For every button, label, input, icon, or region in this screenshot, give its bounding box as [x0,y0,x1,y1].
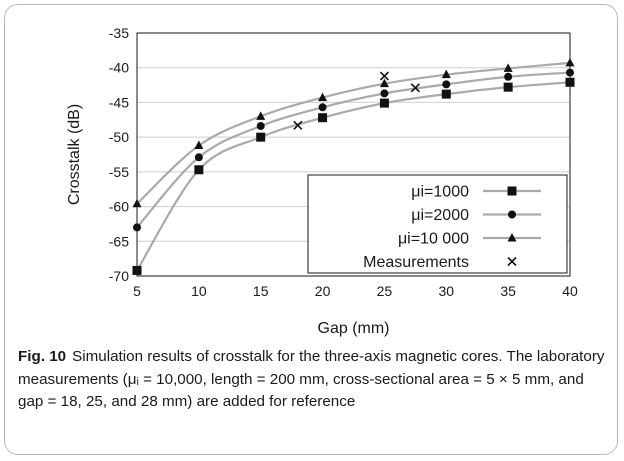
data-point [441,89,451,99]
legend-marker [507,233,517,242]
data-point [318,92,328,102]
data-point [503,63,513,72]
legend-label: Measurements [363,254,469,271]
crosstalk-chart: -35-40-45-50-55-60-65-705 10 15 20 25 30 35 40 … [66,25,578,337]
y-tick-label: -35 [109,25,129,41]
plot-area-border [136,32,571,277]
caption-text: Simulation results of crosstalk for the … [18,348,605,410]
data-point [318,103,327,112]
y-tick-label: -65 [109,233,129,249]
legend-label: μi=2000 [411,207,469,224]
data-point [503,82,513,92]
data-point [194,153,203,162]
data-point [380,89,389,98]
measurement-marker [293,120,303,130]
legend: μi=1000 μi=2000 μi=10 000 Measurements [307,174,568,274]
x-tick-label: 5 [133,283,141,299]
data-point [379,98,389,108]
data-point [194,165,204,175]
y-tick-label: -40 [109,60,129,76]
y-tick-label: -45 [109,94,129,110]
measurement-marker [410,83,420,93]
data-point [256,132,266,142]
x-tick-label: 35 [500,283,516,299]
data-point [256,111,266,120]
y-axis-label: Crosstalk (dB) [66,104,83,205]
y-tick-label: -55 [109,164,129,180]
y-tick-label: -70 [109,268,129,284]
x-tick-label: 40 [562,283,578,299]
data-point [442,80,451,89]
x-axis-label: Gap (mm) [318,320,390,337]
data-point [379,78,389,88]
legend-marker [507,256,517,267]
data-point [441,69,451,79]
y-tick-label: -60 [109,199,129,215]
data-point [318,113,328,123]
data-point [194,140,204,149]
legend-label: μi=1000 [411,184,469,201]
figure-caption: Fig. 10 Simulation results of crosstalk f… [18,346,608,414]
figure-label: Fig. 10 [18,348,67,365]
x-tick-label: 25 [377,283,393,299]
legend-marker [507,186,517,196]
tick-labels: -35 -40 -45 -50 -55 -60 -65 -705 10 15 20 25 30 35 40 [109,25,578,299]
x-tick-label: 10 [191,283,207,299]
data-point [504,72,513,81]
legend-marker [508,210,516,219]
measurement-marker [379,71,389,81]
x-tick-label: 15 [253,283,269,299]
legend-label: μi=10 000 [398,231,469,248]
data-point [256,122,265,131]
x-tick-label: 30 [438,283,454,299]
y-tick-label: -50 [109,129,129,145]
x-tick-label: 20 [315,283,331,299]
